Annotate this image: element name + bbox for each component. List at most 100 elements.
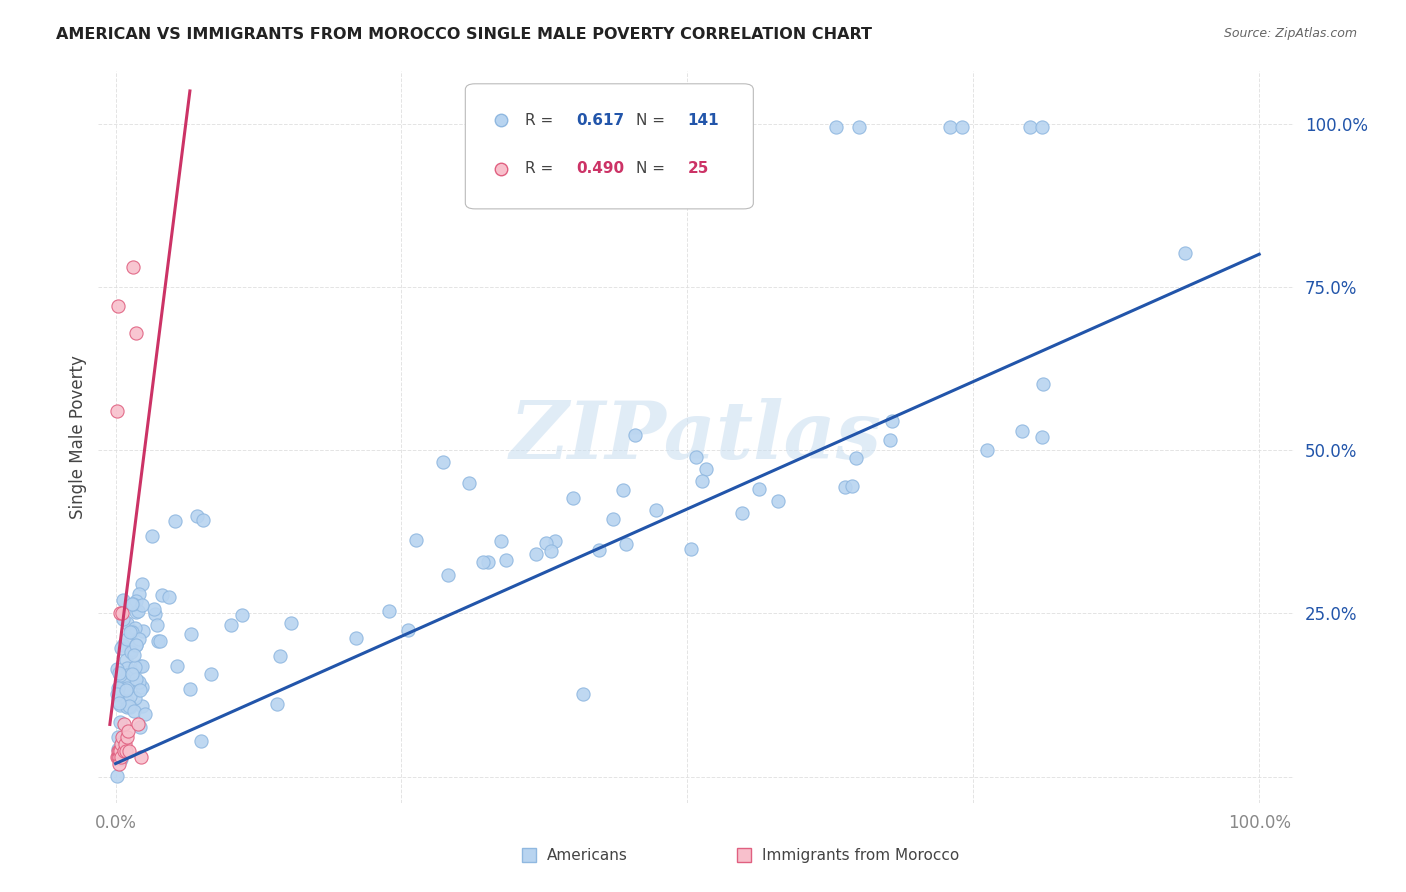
Point	[115, 699, 138, 714]
Point	[141, 529, 163, 543]
Point	[120, 644, 142, 658]
Point	[124, 690, 146, 705]
Point	[142, 602, 165, 616]
Point	[458, 475, 481, 490]
Point	[129, 750, 152, 764]
Point	[950, 120, 973, 134]
Y-axis label: Single Male Poverty: Single Male Poverty	[69, 355, 87, 519]
Point	[679, 541, 702, 556]
Point	[122, 597, 145, 611]
Point	[111, 607, 134, 621]
Text: 0.490: 0.490	[576, 161, 624, 176]
Point	[118, 690, 141, 704]
Point	[115, 616, 138, 631]
Point	[495, 553, 517, 567]
Point	[128, 720, 150, 734]
Point	[186, 508, 208, 523]
FancyBboxPatch shape	[465, 84, 754, 209]
Point	[125, 638, 148, 652]
Text: 0.617: 0.617	[576, 113, 624, 128]
Point	[561, 491, 583, 506]
Point	[108, 714, 131, 729]
Point	[107, 750, 129, 764]
Point	[112, 681, 135, 695]
Point	[108, 667, 131, 681]
Point	[266, 697, 288, 711]
Point	[128, 674, 150, 689]
Point	[125, 639, 148, 653]
Point	[405, 533, 427, 547]
Text: Source: ZipAtlas.com: Source: ZipAtlas.com	[1223, 27, 1357, 40]
Point	[477, 555, 499, 569]
Point	[115, 694, 138, 708]
Point	[685, 450, 707, 464]
Point	[112, 672, 135, 686]
Point	[1031, 120, 1053, 134]
Point	[118, 743, 141, 757]
Point	[536, 536, 558, 550]
Point	[623, 427, 645, 442]
Point	[645, 503, 668, 517]
Point	[131, 598, 153, 612]
Point	[121, 625, 143, 640]
Point	[150, 588, 173, 602]
Text: Americans: Americans	[547, 848, 627, 863]
Point	[134, 706, 156, 721]
Point	[107, 731, 129, 745]
Point	[695, 462, 717, 476]
Point	[489, 533, 512, 548]
Point	[748, 483, 770, 497]
Text: 141: 141	[688, 113, 720, 128]
Point	[131, 698, 153, 713]
Point	[524, 547, 547, 561]
Point	[112, 730, 135, 744]
Point	[879, 433, 901, 447]
Point	[163, 514, 186, 528]
Point	[115, 632, 138, 646]
Point	[157, 590, 180, 604]
Text: ZIPatlas: ZIPatlas	[510, 399, 882, 475]
Point	[690, 474, 713, 488]
Point	[108, 607, 131, 621]
Point	[121, 665, 143, 679]
Point	[122, 648, 145, 662]
Point	[269, 649, 291, 664]
Point	[108, 666, 131, 681]
Point	[112, 717, 135, 731]
Point	[121, 260, 143, 275]
Point	[110, 683, 132, 698]
Point	[129, 682, 152, 697]
Point	[231, 608, 253, 623]
Point	[127, 604, 149, 618]
Point	[125, 594, 148, 608]
Point	[107, 300, 129, 314]
Point	[110, 750, 132, 764]
Point	[115, 743, 138, 757]
Point	[148, 633, 170, 648]
Point	[127, 717, 149, 731]
Point	[1174, 246, 1197, 260]
Point	[841, 479, 863, 493]
Point	[437, 567, 460, 582]
Point	[122, 704, 145, 718]
Point	[115, 731, 138, 745]
Point	[396, 623, 419, 637]
Point	[110, 752, 132, 766]
Point	[108, 698, 131, 713]
Point	[117, 723, 139, 738]
Point	[118, 697, 141, 711]
Point	[110, 641, 132, 656]
Point	[845, 451, 868, 466]
Point	[432, 455, 454, 469]
Point	[602, 512, 624, 526]
Point	[131, 680, 153, 694]
Point	[472, 555, 495, 569]
Point	[114, 692, 136, 706]
Point	[108, 743, 131, 757]
Point	[1019, 120, 1042, 134]
Text: 25: 25	[688, 161, 709, 176]
Point	[131, 577, 153, 591]
Point	[731, 507, 754, 521]
Point	[105, 662, 128, 676]
Point	[107, 741, 129, 756]
